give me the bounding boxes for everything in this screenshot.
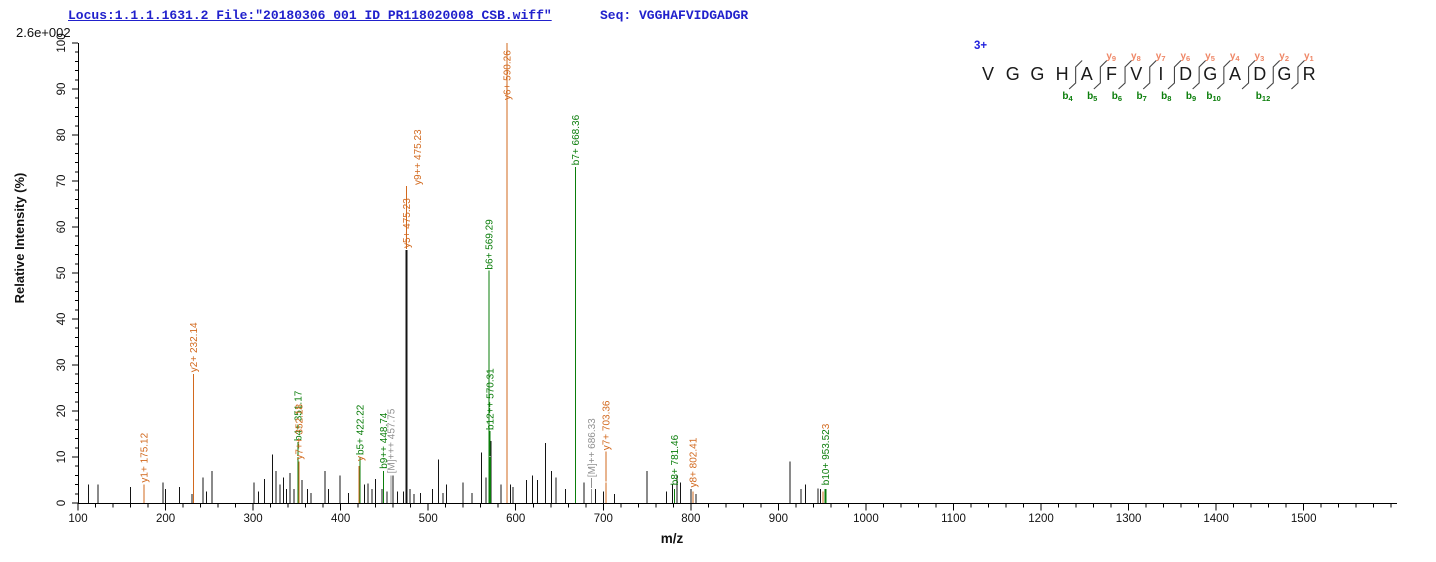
fragment-ion-label: y4 [1230, 51, 1241, 63]
peak-label: b10+ 953.52 [821, 429, 832, 485]
cleavage-mark [1142, 60, 1157, 90]
peaks-layer [88, 43, 827, 503]
intensity-scale-label: 2.6e+002 [16, 25, 71, 40]
fragment-ion-label: y8 [1131, 51, 1141, 63]
peak-label: b12++ 570.31 [485, 368, 496, 430]
sequence-residue: G [1277, 64, 1291, 84]
fragment-ion-label: y6 [1180, 51, 1190, 63]
y-axis-tick-label: 30 [56, 359, 68, 372]
sequence-header-text: Seq: VGGHAFVIDGADGR [600, 8, 749, 23]
y-axis-tick-label: 90 [56, 83, 68, 96]
cleavage-mark [1266, 60, 1281, 90]
peak-label: y7++ 352.18 [294, 404, 305, 460]
sequence-residue: H [1056, 64, 1069, 84]
y-axis-tick-label: 70 [56, 175, 68, 188]
x-axis-tick-label: 500 [419, 513, 438, 525]
x-axis-title: m/z [661, 531, 684, 546]
peak-label: b8+ 781.46 [670, 434, 681, 485]
peak-label: b5+ 422.22 [356, 404, 367, 455]
x-axis-tick-label: 1500 [1291, 513, 1317, 525]
x-axis-tick-label: 1300 [1116, 513, 1142, 525]
axes-layer: 100 200 300 400 500 600 700 800 900 1000 1100 1200 1… [56, 33, 1397, 525]
peak-label: y8+ 802.41 [688, 437, 699, 487]
fragment-ion-label: y7 [1156, 51, 1166, 63]
cleavage-mark [1291, 60, 1305, 90]
peak-label: y7+ 703.36 [602, 400, 613, 450]
x-axis-tick-label: 300 [244, 513, 263, 525]
fragment-ion-label: b8 [1161, 91, 1171, 103]
y-axis-tick-label: 10 [56, 451, 68, 464]
hidden-overlap-label: y [356, 456, 367, 461]
x-axis-tick-label: 1100 [941, 513, 966, 525]
sequence-residue: G [1006, 64, 1020, 84]
y-axis-tick-label: 60 [56, 221, 68, 234]
sequence-residue: D [1253, 64, 1266, 84]
charge-state-label: 3+ [974, 40, 987, 52]
peak-label: y1+ 175.12 [139, 432, 150, 482]
peak-label: b7+ 668.36 [571, 114, 582, 165]
x-axis-tick-label: 800 [681, 513, 700, 525]
locus-file-link[interactable]: Locus:1.1.1.1631.2 File:"20180306_001_ID… [68, 8, 552, 23]
peak-label: y6+ 590.26 [503, 50, 514, 100]
x-axis-tick-label: 400 [331, 513, 350, 525]
x-axis-tick-label: 1000 [853, 513, 879, 525]
peak-label: [M]++ 686.33 [587, 418, 598, 477]
x-axis-tick-label: 700 [594, 513, 613, 525]
y-axis-tick-label: 80 [56, 129, 68, 142]
fragment-ion-label: b10 [1206, 91, 1220, 103]
x-axis-tick-label: 1200 [1028, 513, 1054, 525]
cleavage-mark [1167, 60, 1182, 90]
x-axis-tick-label: 100 [68, 513, 87, 525]
fragment-ion-label: b4 [1062, 91, 1073, 103]
x-axis-tick-label: 1400 [1203, 513, 1229, 525]
y-axis-tick-label: 100 [56, 33, 68, 52]
peak-label: b6+ 569.29 [484, 219, 495, 270]
fragment-ion-label: y2 [1279, 51, 1289, 63]
y-axis-title: Relative Intensity (%) [12, 173, 27, 304]
sequence-residue: G [1030, 64, 1044, 84]
fragment-ion-label: y9 [1106, 51, 1116, 63]
sequence-residue: V [982, 64, 994, 84]
sequence-residue: R [1303, 64, 1316, 84]
x-axis-tick-label: 200 [156, 513, 175, 525]
peak-label: b9++ 448.74 [379, 412, 390, 469]
fragment-ion-label: b9 [1186, 91, 1196, 103]
fragment-ion-label: b7 [1136, 91, 1146, 103]
sequence-residue: G [1203, 64, 1217, 84]
cleavage-mark [1093, 60, 1108, 90]
cleavage-mark [1118, 60, 1132, 90]
fragment-ion-label: b6 [1112, 91, 1122, 103]
sequence-residue: F [1106, 64, 1117, 84]
cleavage-mark [1216, 60, 1231, 90]
fragment-ion-label: y5 [1205, 51, 1215, 63]
sequence-annotation: 3+ V G G H A F V I D G A D G Rb4y9b5y8b6y7b7y6b8y5b9y… [974, 40, 1316, 103]
y-axis-tick-label: 40 [56, 313, 68, 326]
x-axis-tick-label: 900 [769, 513, 788, 525]
peak-label: y5+ 475.23 [402, 198, 413, 248]
fragment-ion-label: y3 [1255, 51, 1265, 63]
peak-label: [M]+++ 457.75 [387, 408, 398, 473]
sequence-residue: I [1158, 64, 1163, 84]
sequence-residue: A [1229, 64, 1241, 84]
y-axis-tick-label: 20 [56, 405, 68, 418]
fragment-ion-label: b12 [1256, 91, 1270, 103]
peak-label: y9++ 475.23 [413, 129, 424, 185]
fragment-ion-label: y1 [1304, 51, 1314, 63]
cleavage-mark [1241, 60, 1256, 90]
cleavage-mark [1192, 60, 1207, 90]
cleavage-mark [1068, 60, 1083, 90]
x-axis-tick-label: 600 [506, 513, 525, 525]
peak-label: y2+ 232.14 [189, 322, 200, 372]
hidden-overlap-label: 3 [821, 423, 832, 429]
sequence-residue: D [1179, 64, 1192, 84]
peak-label: b4+ 351.17 [294, 390, 305, 441]
y-axis-tick-label: 50 [56, 267, 68, 280]
y-axis-tick-label: 0 [56, 500, 68, 506]
fragment-ion-label: b5 [1087, 91, 1097, 103]
sequence-residue: A [1081, 64, 1093, 84]
sequence-residue: V [1130, 64, 1142, 84]
